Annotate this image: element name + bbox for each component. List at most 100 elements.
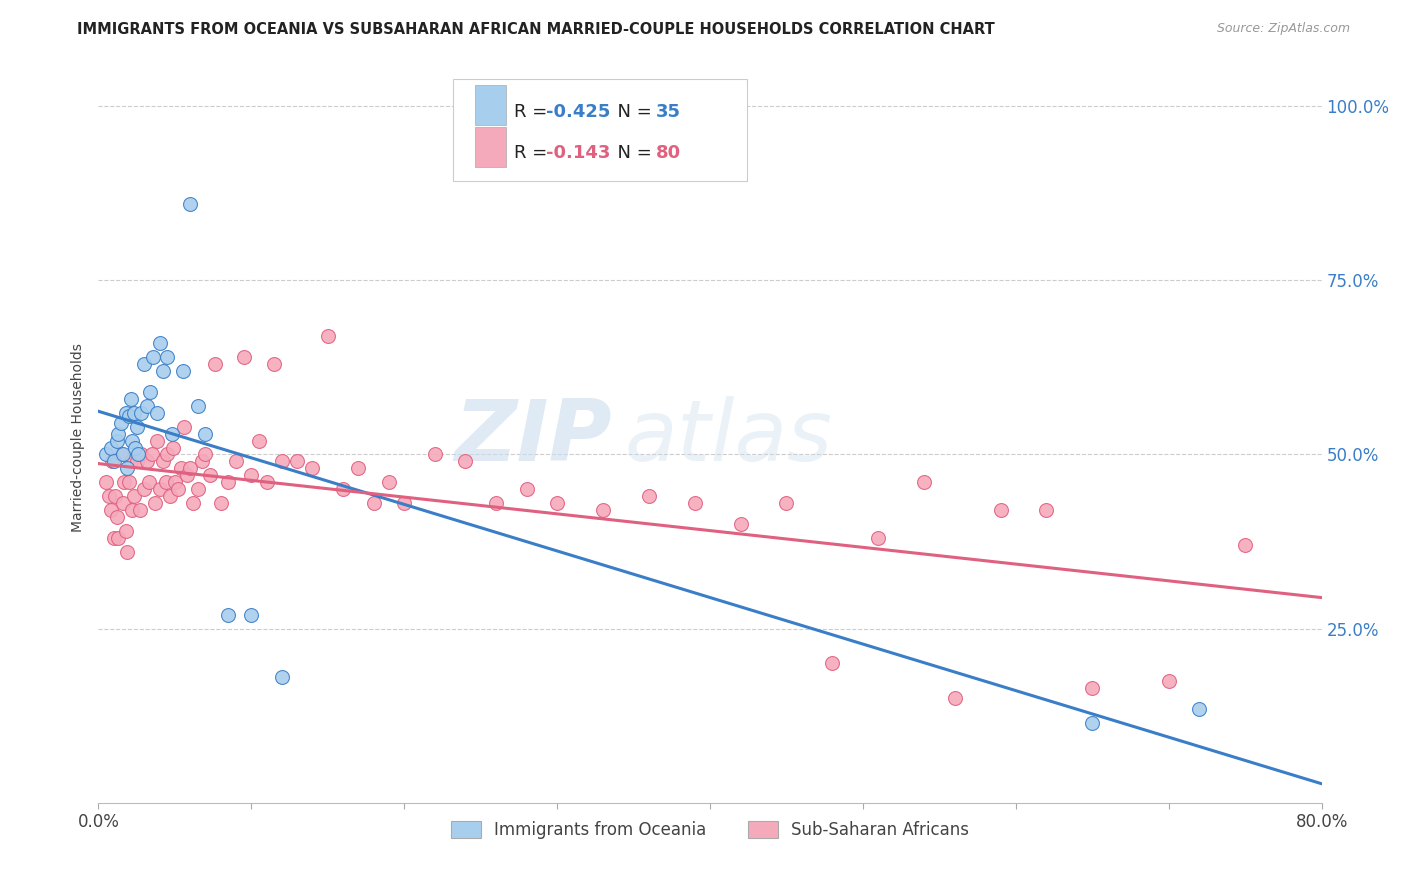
Point (270, 670, 292, 684)
Point (868, 531, 890, 545)
Point (134, 483, 156, 497)
Point (225, 454, 247, 468)
Point (143, 496, 166, 510)
Point (943, 691, 966, 706)
Point (125, 419, 148, 434)
Point (1081, 681, 1104, 695)
Point (240, 468, 263, 483)
Point (316, 329, 339, 343)
Point (101, 454, 124, 468)
Point (139, 384, 162, 399)
Point (110, 416, 132, 430)
Point (112, 475, 135, 490)
Point (159, 489, 181, 503)
Point (209, 496, 232, 510)
Point (100, 441, 122, 455)
Text: IMMIGRANTS FROM OCEANIA VS SUBSAHARAN AFRICAN MARRIED-COUPLE HOUSEHOLDS CORRELAT: IMMIGRANTS FROM OCEANIA VS SUBSAHARAN AF… (77, 22, 995, 37)
Point (129, 406, 152, 420)
Point (115, 524, 138, 538)
Point (454, 454, 477, 468)
Point (152, 364, 174, 378)
Point (637, 489, 661, 503)
Point (145, 406, 167, 420)
Point (194, 426, 217, 441)
Point (990, 503, 1012, 517)
Point (110, 448, 132, 462)
Point (270, 454, 292, 468)
Point (103, 531, 125, 545)
Point (120, 454, 142, 468)
Point (187, 483, 209, 497)
Point (247, 434, 270, 448)
Point (129, 448, 152, 462)
Point (142, 350, 165, 364)
Point (592, 503, 614, 517)
Point (134, 357, 156, 371)
Point (378, 475, 401, 490)
Point (172, 364, 194, 378)
Point (179, 196, 201, 211)
Point (149, 336, 172, 351)
Point (121, 434, 143, 448)
Point (122, 489, 145, 503)
Point (347, 461, 370, 475)
Point (94, 448, 117, 462)
Point (155, 475, 177, 490)
Text: -0.425: -0.425 (546, 103, 610, 121)
Point (115, 406, 138, 420)
Point (120, 392, 142, 406)
Point (1081, 715, 1104, 730)
Point (912, 475, 935, 490)
Text: R =: R = (515, 144, 554, 161)
Point (217, 475, 239, 490)
Point (103, 454, 125, 468)
FancyBboxPatch shape (475, 86, 506, 126)
Point (516, 483, 538, 497)
Point (217, 607, 239, 622)
Text: 35: 35 (657, 103, 682, 121)
Point (138, 475, 160, 490)
Point (423, 448, 446, 462)
Point (118, 475, 141, 490)
Y-axis label: Married-couple Households: Married-couple Households (70, 343, 84, 532)
Point (198, 468, 221, 483)
Point (191, 454, 214, 468)
Point (121, 503, 143, 517)
Point (392, 496, 416, 510)
Point (100, 503, 122, 517)
Point (156, 448, 179, 462)
Text: N =: N = (606, 103, 658, 121)
Point (176, 468, 198, 483)
Text: atlas: atlas (624, 395, 832, 479)
Point (145, 434, 167, 448)
Point (821, 657, 844, 671)
Point (107, 531, 129, 545)
Point (111, 496, 134, 510)
FancyBboxPatch shape (453, 78, 747, 181)
Point (149, 483, 172, 497)
Legend: Immigrants from Oceania, Sub-Saharan Africans: Immigrants from Oceania, Sub-Saharan Afr… (444, 814, 976, 846)
Point (730, 517, 752, 532)
Point (179, 461, 201, 475)
Point (204, 357, 226, 371)
Point (683, 496, 706, 510)
Point (128, 503, 150, 517)
Point (162, 441, 184, 455)
Point (94, 475, 117, 490)
Point (167, 483, 190, 497)
Point (98, 489, 121, 503)
Point (1157, 673, 1180, 688)
Point (170, 461, 193, 475)
Point (122, 406, 145, 420)
Point (232, 350, 254, 364)
Point (775, 496, 797, 510)
Text: R =: R = (515, 103, 554, 121)
Point (173, 419, 195, 434)
Point (1035, 503, 1057, 517)
Point (105, 434, 128, 448)
Point (301, 461, 323, 475)
Point (285, 454, 308, 468)
Point (194, 448, 217, 462)
Text: ZIP: ZIP (454, 395, 612, 479)
Point (181, 496, 204, 510)
